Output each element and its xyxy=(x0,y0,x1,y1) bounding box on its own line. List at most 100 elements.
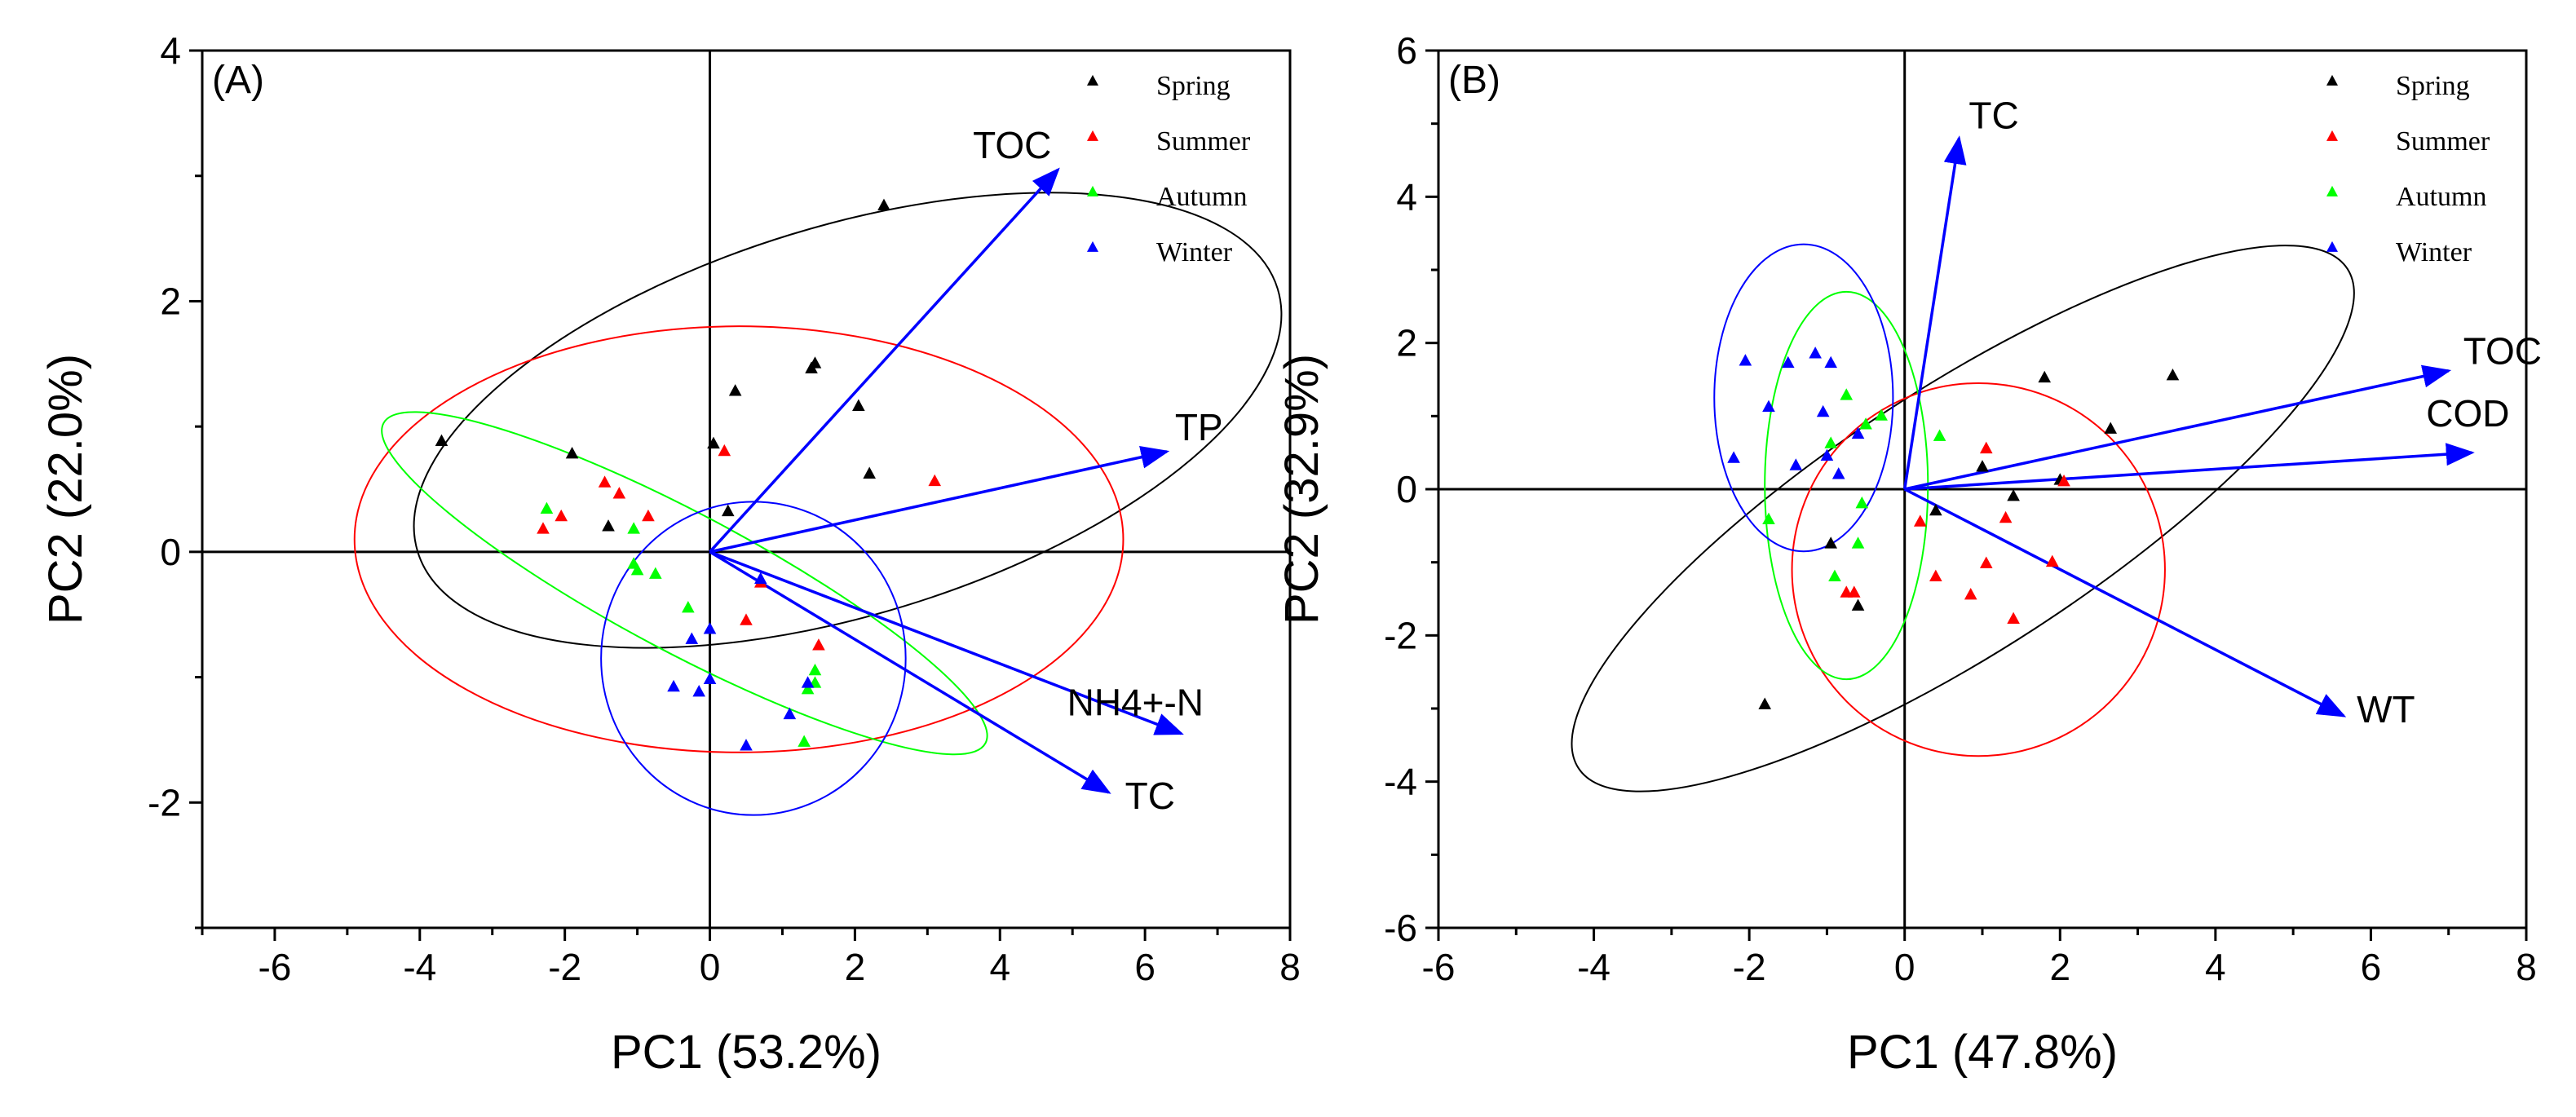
loading-arrow-wt xyxy=(1903,488,2347,717)
point-autumn xyxy=(1851,536,1865,549)
point-winter xyxy=(692,685,705,697)
x-tick-label: 0 xyxy=(700,946,721,988)
loading-label: TP xyxy=(1175,406,1223,448)
point-winter xyxy=(1809,347,1822,359)
point-spring xyxy=(877,198,890,211)
point-autumn xyxy=(682,601,695,613)
point-winter xyxy=(1781,355,1795,369)
point-winter xyxy=(1816,404,1830,417)
x-tick-label: -6 xyxy=(1422,946,1456,988)
ellipse-winter xyxy=(1713,243,1894,553)
point-summer xyxy=(612,487,626,499)
point-summer xyxy=(1979,441,1993,454)
y-tick-label: -6 xyxy=(1384,907,1417,949)
point-winter xyxy=(667,679,680,692)
legend-marker-summer xyxy=(2326,130,2339,141)
panel-label: (A) xyxy=(212,59,264,102)
point-winter xyxy=(1851,426,1865,439)
point-summer xyxy=(1847,585,1861,598)
point-autumn xyxy=(630,563,644,576)
point-summer xyxy=(1929,569,1942,581)
y-axis-label: PC2 (22.0%) xyxy=(39,354,92,625)
x-axis-label: PC1 (53.2%) xyxy=(611,1026,881,1079)
point-winter xyxy=(1727,451,1740,463)
point-autumn xyxy=(1828,569,1841,581)
x-axis-label: PC1 (47.8%) xyxy=(1847,1026,2118,1079)
point-autumn xyxy=(1824,436,1837,448)
point-summer xyxy=(555,509,568,522)
x-tick-label: 0 xyxy=(1894,946,1915,988)
y-tick-label: -2 xyxy=(1384,614,1417,656)
x-tick-label: 2 xyxy=(845,946,866,988)
point-summer xyxy=(642,509,655,522)
point-winter xyxy=(703,622,717,634)
point-spring xyxy=(852,399,865,411)
point-autumn xyxy=(808,663,822,676)
point-summer xyxy=(1999,510,2013,523)
legend-label-summer: Summer xyxy=(2396,126,2490,157)
point-spring xyxy=(2166,369,2180,381)
x-tick-label: 2 xyxy=(2049,946,2070,988)
x-tick-label: 6 xyxy=(1134,946,1155,988)
loading-arrow-toc xyxy=(1904,364,2452,491)
point-summer xyxy=(740,613,753,625)
loading-arrow-tc xyxy=(709,550,1111,794)
point-summer xyxy=(1979,556,1993,568)
loading-label: TOC xyxy=(973,124,1051,166)
y-tick-label: 2 xyxy=(1396,322,1417,364)
point-spring xyxy=(1929,503,1942,516)
loading-arrow-tc xyxy=(1902,135,1967,490)
panel-b-biplot: -6 -4 -2 0 2 4 6 8 -6 -4 -2 0 2 4 6 PC1 (47.8%) PC2 (32.… xyxy=(1275,29,2542,1079)
y-axis-label: PC2 (32.9%) xyxy=(1275,354,1328,625)
legend-label-winter: Winter xyxy=(1156,237,1233,267)
x-tick-label: 8 xyxy=(1279,946,1301,988)
point-winter xyxy=(1739,354,1752,366)
legend-marker-spring xyxy=(1086,74,1099,86)
point-spring xyxy=(808,356,822,369)
point-summer xyxy=(2045,554,2059,567)
point-autumn xyxy=(801,682,815,695)
point-autumn xyxy=(627,522,640,534)
legend-label-autumn: Autumn xyxy=(2396,182,2486,212)
point-winter xyxy=(1824,355,1837,369)
point-spring xyxy=(1976,460,1989,472)
point-spring xyxy=(602,519,615,532)
x-tick-label: -6 xyxy=(258,946,291,988)
point-autumn xyxy=(1855,496,1869,509)
legend-label-spring: Spring xyxy=(1156,71,1231,101)
y-tick-label: -4 xyxy=(1384,761,1417,803)
point-autumn xyxy=(1762,512,1775,525)
point-summer xyxy=(718,444,731,457)
x-tick-label: 8 xyxy=(2516,946,2537,988)
point-winter xyxy=(783,707,797,720)
point-winter xyxy=(1820,448,1834,461)
legend-marker-winter xyxy=(1086,241,1099,252)
ellipse-spring xyxy=(413,192,1283,649)
y-tick-label: 0 xyxy=(1396,468,1417,510)
point-spring xyxy=(1851,598,1865,611)
ellipse-spring xyxy=(1571,245,2355,792)
legend-marker-autumn xyxy=(2326,185,2339,196)
point-winter xyxy=(740,739,753,751)
loading-arrow-tp xyxy=(709,445,1170,554)
point-summer xyxy=(1913,514,1927,527)
point-spring xyxy=(565,446,579,459)
loading-arrow-cod xyxy=(1904,443,2475,491)
point-autumn xyxy=(798,735,811,747)
plot-frame xyxy=(201,49,1292,929)
legend-marker-winter xyxy=(2326,241,2339,252)
point-summer xyxy=(928,474,942,487)
point-summer xyxy=(2057,475,2070,487)
point-spring xyxy=(2104,422,2118,434)
point-spring xyxy=(863,466,876,479)
point-autumn xyxy=(1840,388,1854,400)
point-summer xyxy=(2007,611,2020,625)
ellipse-summer xyxy=(1791,382,2166,757)
x-tick-label: 6 xyxy=(2361,946,2382,988)
ellipse-autumn xyxy=(381,411,988,756)
x-tick-label: -2 xyxy=(548,946,581,988)
point-spring xyxy=(435,434,448,446)
loading-label: WT xyxy=(2357,688,2415,731)
loading-label: TC xyxy=(1968,95,2018,137)
legend-marker-autumn xyxy=(1086,185,1099,196)
